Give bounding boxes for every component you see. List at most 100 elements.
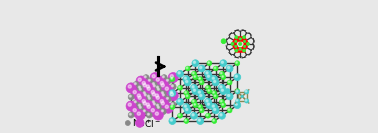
Circle shape	[147, 78, 153, 84]
Circle shape	[236, 90, 238, 92]
Circle shape	[234, 74, 241, 81]
Circle shape	[220, 99, 225, 104]
Circle shape	[211, 76, 218, 83]
Circle shape	[206, 86, 208, 88]
Circle shape	[198, 119, 200, 121]
Circle shape	[228, 109, 230, 111]
Circle shape	[221, 75, 226, 80]
Circle shape	[166, 79, 168, 81]
Circle shape	[156, 105, 162, 111]
Circle shape	[208, 90, 209, 91]
Circle shape	[212, 77, 214, 79]
Circle shape	[193, 103, 198, 107]
Circle shape	[128, 112, 134, 118]
Circle shape	[207, 103, 209, 105]
Circle shape	[186, 80, 188, 83]
Circle shape	[179, 86, 180, 88]
Circle shape	[172, 85, 174, 87]
Circle shape	[228, 81, 230, 83]
Circle shape	[178, 113, 183, 118]
Circle shape	[220, 100, 222, 102]
Circle shape	[153, 110, 163, 120]
Circle shape	[147, 105, 150, 108]
Circle shape	[235, 40, 237, 43]
Circle shape	[131, 107, 141, 117]
Circle shape	[141, 82, 151, 92]
Circle shape	[211, 104, 218, 111]
Circle shape	[145, 85, 155, 95]
Circle shape	[137, 94, 140, 97]
Circle shape	[155, 85, 161, 91]
Circle shape	[206, 72, 208, 74]
Circle shape	[170, 91, 172, 93]
Circle shape	[171, 106, 172, 107]
Circle shape	[207, 89, 212, 93]
Circle shape	[204, 98, 211, 105]
Circle shape	[198, 105, 203, 109]
Circle shape	[246, 42, 249, 45]
Circle shape	[149, 107, 159, 117]
Circle shape	[125, 120, 130, 126]
Circle shape	[221, 103, 226, 107]
Circle shape	[213, 94, 218, 99]
Circle shape	[154, 94, 164, 104]
Circle shape	[192, 72, 194, 74]
Circle shape	[155, 103, 161, 109]
Circle shape	[200, 94, 202, 97]
Circle shape	[161, 84, 164, 87]
Circle shape	[146, 103, 149, 106]
Circle shape	[139, 88, 141, 90]
Circle shape	[206, 114, 208, 116]
Circle shape	[220, 60, 227, 67]
Circle shape	[194, 76, 195, 77]
Circle shape	[165, 105, 169, 108]
Circle shape	[144, 94, 146, 96]
Circle shape	[138, 96, 141, 99]
Circle shape	[245, 90, 247, 92]
Circle shape	[126, 83, 136, 93]
Circle shape	[134, 83, 136, 85]
Circle shape	[161, 110, 163, 112]
Circle shape	[131, 88, 141, 99]
Circle shape	[222, 76, 223, 77]
Circle shape	[133, 109, 136, 112]
Circle shape	[156, 78, 160, 81]
Circle shape	[150, 72, 160, 83]
Circle shape	[143, 110, 145, 112]
Circle shape	[143, 84, 146, 87]
Circle shape	[170, 93, 174, 96]
Circle shape	[169, 90, 176, 97]
Circle shape	[156, 104, 158, 106]
Circle shape	[220, 86, 222, 88]
Circle shape	[192, 86, 194, 88]
Circle shape	[185, 92, 186, 93]
Circle shape	[142, 99, 146, 103]
Circle shape	[153, 85, 155, 87]
Circle shape	[128, 103, 131, 106]
Circle shape	[156, 96, 160, 99]
Circle shape	[178, 72, 180, 74]
Circle shape	[149, 97, 150, 99]
Circle shape	[206, 74, 213, 81]
Circle shape	[206, 102, 213, 109]
Circle shape	[155, 94, 158, 97]
Circle shape	[213, 92, 214, 93]
Circle shape	[199, 106, 200, 107]
Circle shape	[235, 45, 237, 48]
Circle shape	[214, 67, 216, 69]
Circle shape	[137, 112, 140, 115]
Circle shape	[154, 76, 164, 86]
Circle shape	[194, 104, 195, 105]
Circle shape	[144, 101, 154, 111]
Circle shape	[147, 87, 150, 90]
Circle shape	[212, 79, 219, 86]
Circle shape	[179, 114, 180, 116]
Circle shape	[184, 91, 189, 95]
Circle shape	[165, 78, 171, 84]
Circle shape	[186, 67, 188, 69]
Circle shape	[170, 75, 174, 78]
Circle shape	[192, 100, 194, 102]
Circle shape	[135, 110, 145, 120]
Circle shape	[199, 78, 200, 79]
Circle shape	[165, 96, 171, 102]
